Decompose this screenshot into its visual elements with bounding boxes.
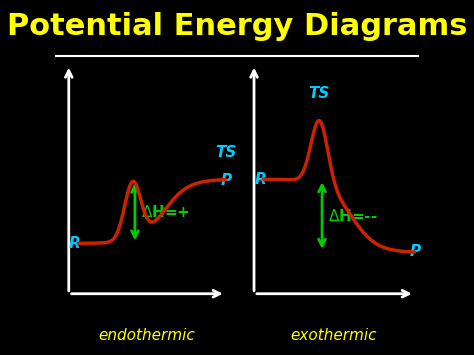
Text: Potential Energy Diagrams: Potential Energy Diagrams: [7, 12, 467, 41]
Text: $\Delta$H=--: $\Delta$H=--: [328, 208, 377, 224]
Text: exothermic: exothermic: [290, 328, 377, 343]
Text: TS: TS: [308, 86, 329, 101]
Text: endothermic: endothermic: [98, 328, 195, 343]
Text: R: R: [69, 236, 81, 251]
Text: P: P: [221, 173, 232, 187]
Text: TS: TS: [215, 145, 237, 160]
Text: $\Delta$H=+: $\Delta$H=+: [141, 204, 190, 220]
Text: R: R: [254, 172, 266, 187]
Text: P: P: [410, 244, 420, 259]
